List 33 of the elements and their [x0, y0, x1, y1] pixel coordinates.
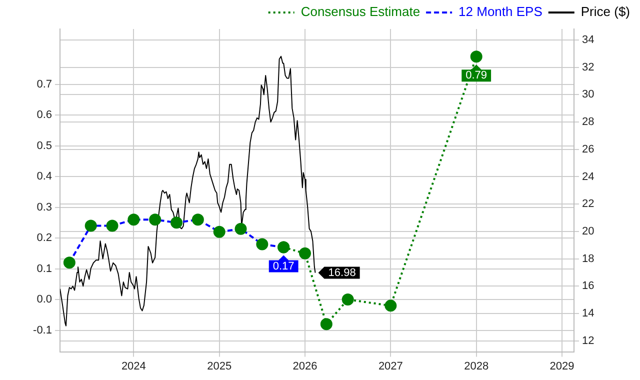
x-tick-label: 2027	[378, 360, 403, 372]
y-tick-label: 0.1	[36, 262, 52, 275]
y2-tick-label: 30	[582, 88, 594, 101]
y2-tick-label: 34	[582, 34, 594, 46]
y2-tick-label: 20	[582, 225, 594, 238]
x-tick-label: 2025	[207, 360, 232, 372]
x-tick-label: 2028	[464, 360, 489, 372]
y2-tick-label: 18	[582, 252, 594, 265]
y-tick-label: 0.3	[36, 201, 52, 214]
x-tick-label: 2029	[550, 360, 574, 372]
y2-tick-label: 26	[582, 143, 594, 156]
y2-tick-label: 16	[582, 280, 594, 292]
y-tick-label: 0.0	[36, 294, 52, 306]
y-tick-label: -0.1	[33, 324, 52, 336]
x-tick-label: 2024	[121, 360, 146, 372]
y2-tick-label: 32	[582, 61, 594, 74]
y2-tick-label: 22	[582, 198, 594, 210]
y2-tick-label: 28	[582, 116, 594, 128]
data-label: 0.79	[466, 70, 488, 82]
data-label: 16.98	[328, 266, 356, 279]
data-label: 0.17	[272, 260, 294, 272]
legend-label: Price ($)	[580, 4, 630, 20]
y2-tick-label: 24	[582, 170, 594, 183]
y2-tick-label: 12	[582, 334, 594, 347]
y-tick-label: 0.7	[36, 78, 52, 90]
legend-label: Consensus Estimate	[300, 4, 420, 20]
y-tick-label: 0.5	[36, 140, 52, 152]
y-tick-label: 0.2	[36, 232, 52, 244]
y-tick-label: 0.6	[36, 109, 52, 122]
y2-tick-label: 14	[582, 308, 594, 320]
legend-label: 12 Month EPS	[458, 4, 543, 20]
y-tick-label: 0.4	[36, 170, 52, 183]
x-tick-label: 2026	[292, 360, 318, 372]
